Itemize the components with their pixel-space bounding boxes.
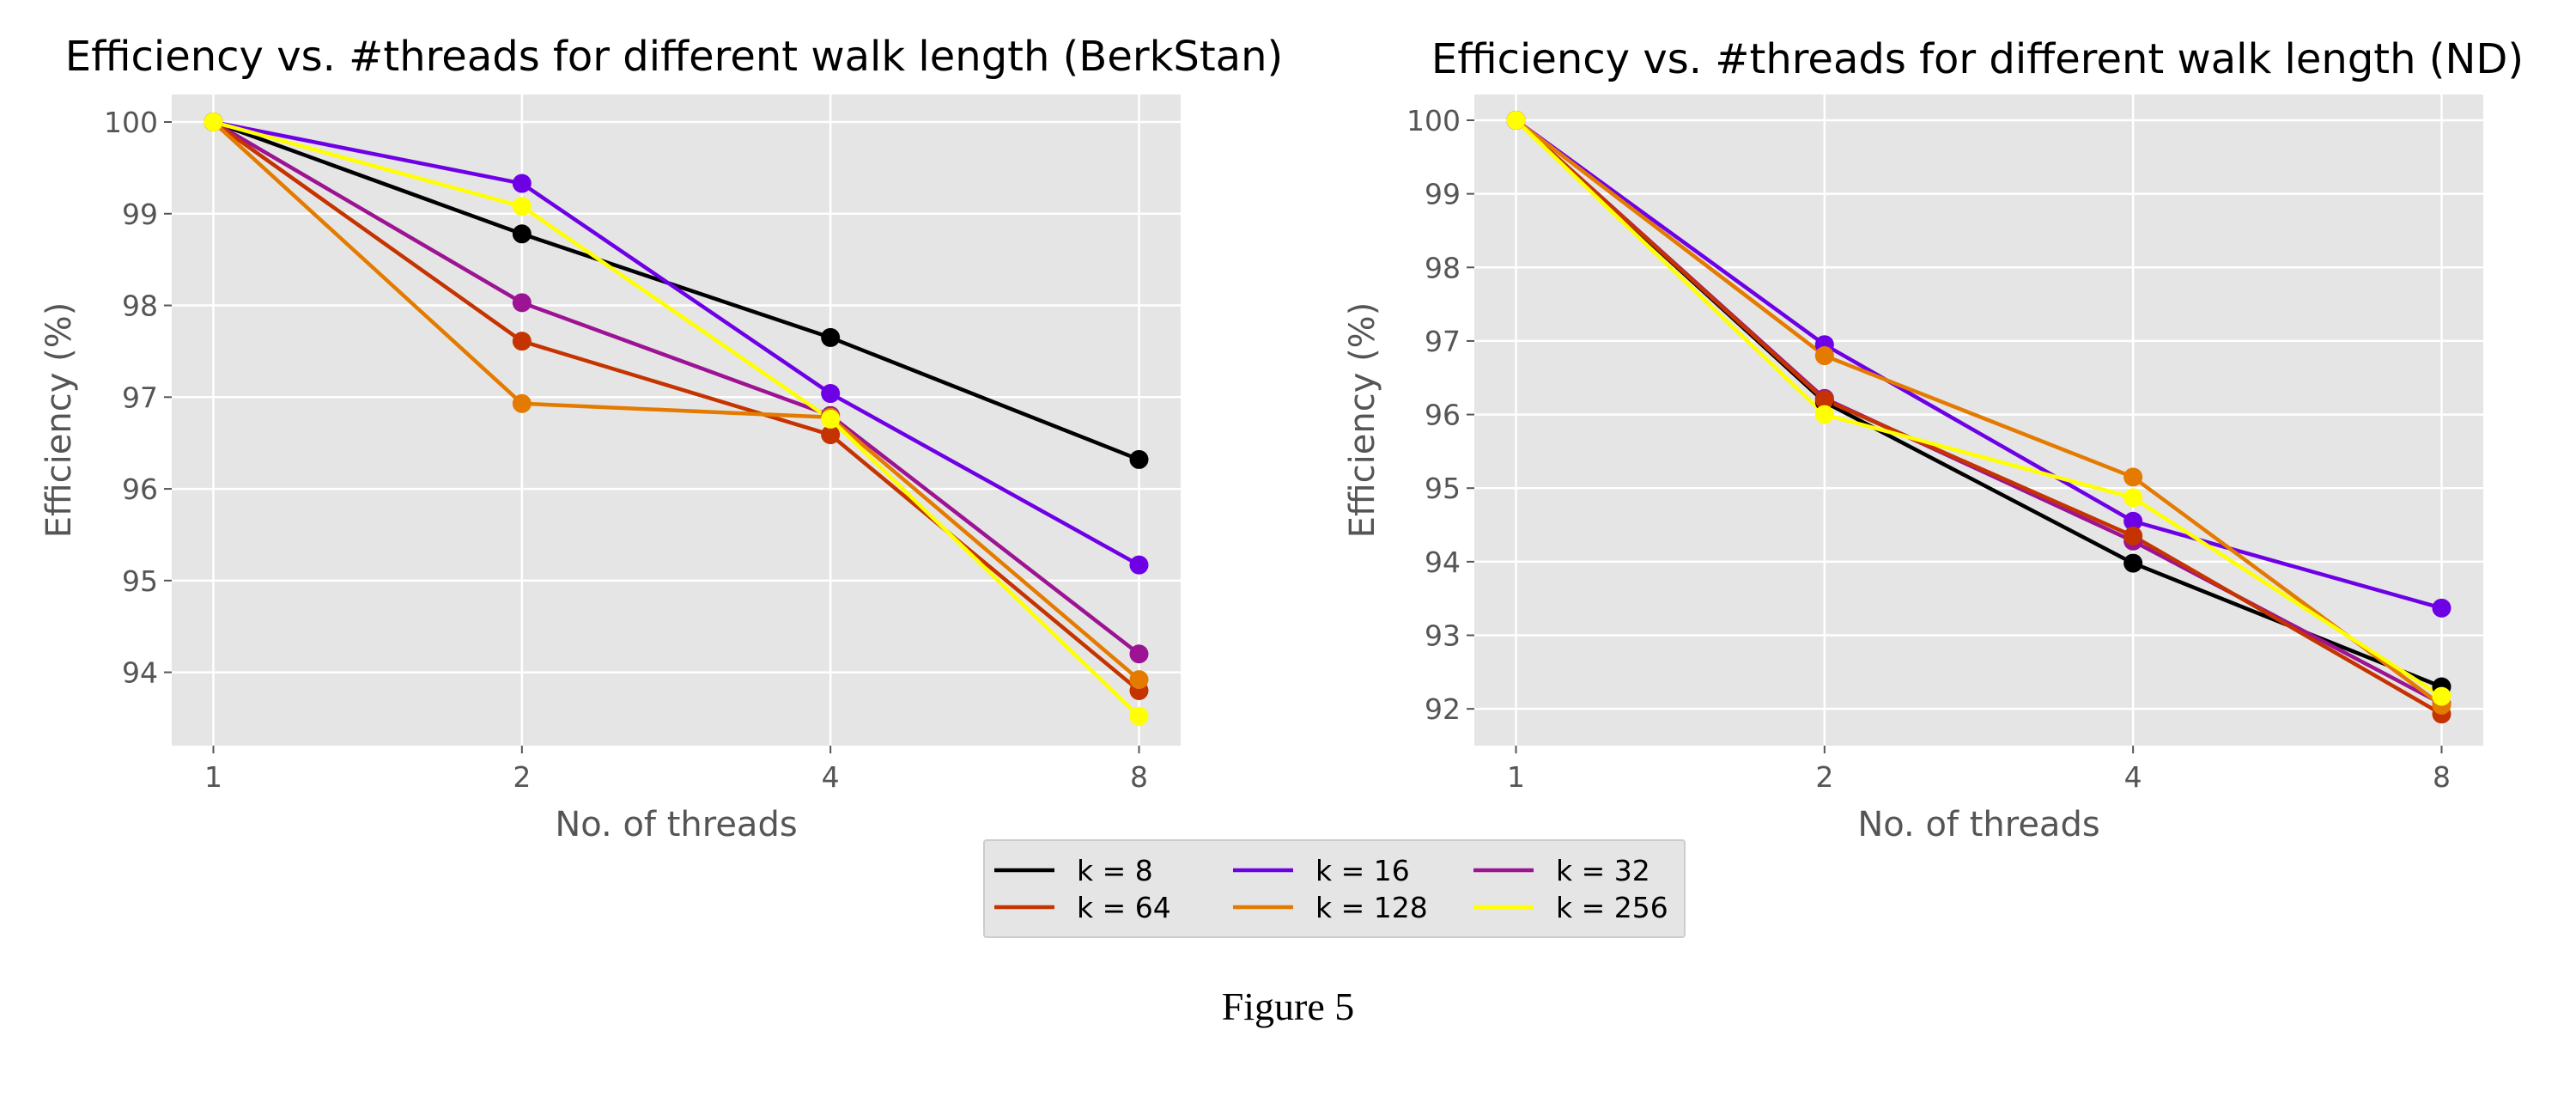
series-k-16-point [2432, 598, 2451, 618]
series-k-64-point [512, 332, 532, 351]
series-k-64-point [2123, 526, 2143, 545]
series-k-32-point [512, 293, 532, 313]
x-axis-label: No. of threads [1857, 805, 2099, 844]
chart-title: Efficiency vs. #threads for different wa… [65, 33, 1283, 81]
plot-area [172, 94, 1181, 746]
y-tick-label: 94 [1425, 545, 1461, 579]
series-k-256-line [1514, 119, 2443, 698]
series-k-16-point [512, 174, 532, 193]
legend-item-k-8: k = 8 [994, 854, 1153, 887]
y-tick-label: 95 [1425, 472, 1461, 505]
legend-item-k-32-label: k = 32 [1556, 854, 1650, 887]
legend: k = 8 k = 16 k = 32 k = 64 k = 128 k = 256 [983, 839, 1686, 938]
series-k-32-line [212, 120, 1140, 656]
series-k-64-line [212, 120, 1140, 692]
series-k-8-point [821, 327, 841, 347]
series-k-64-line [1514, 119, 2443, 716]
legend-item-k-128: k = 128 [1233, 891, 1428, 924]
y-tick-label: 100 [104, 106, 158, 139]
legend-item-k-64-label: k = 64 [1077, 891, 1171, 924]
legend-item-k-16: k = 16 [1233, 854, 1410, 887]
legend-item-k-16-label: k = 16 [1315, 854, 1410, 887]
series-k-256-point [512, 197, 532, 216]
series-k-128-point [512, 393, 532, 413]
y-tick-label: 92 [1425, 692, 1461, 726]
series-k-16-point [2123, 511, 2143, 531]
series-k-8-line [212, 119, 1140, 461]
series-k-8-point [512, 224, 532, 244]
y-tick-label: 97 [122, 381, 158, 414]
y-tick-label: 96 [1425, 399, 1461, 432]
series-k-8-point [2123, 553, 2143, 573]
series-k-256-point [2432, 686, 2451, 706]
series-k-128-line [211, 120, 1140, 681]
series-k-8-point [1129, 449, 1149, 469]
x-tick-label: 8 [1130, 760, 1148, 794]
x-tick-label: 8 [2433, 760, 2451, 794]
series-k-16-line [1515, 119, 2443, 611]
series-k-256-point [821, 409, 841, 429]
legend-item-k-8-label: k = 8 [1077, 854, 1153, 887]
chart-berkstan: 94 95 96 97 98 99 100 1 2 4 8 No. of threads Efficie… [39, 33, 1283, 844]
series-k-128-point [1814, 346, 1834, 366]
series-k-32-point [1129, 644, 1149, 664]
legend-item-k-256-label: k = 256 [1556, 891, 1668, 924]
legend-item-k-64: k = 64 [994, 891, 1171, 924]
x-axis-label: No. of threads [555, 805, 797, 844]
y-axis-label: Efficiency (%) [1343, 302, 1382, 539]
x-tick-label: 1 [204, 760, 222, 794]
series-k-16-point [821, 384, 841, 404]
y-tick-label: 99 [1425, 178, 1461, 211]
series-k-64-point [1814, 390, 1834, 410]
legend-item-k-128-label: k = 128 [1315, 891, 1428, 924]
x-tick-label: 2 [1815, 760, 1833, 794]
series-k-256-point [204, 113, 223, 132]
legend-box [983, 839, 1686, 938]
x-tick-label: 1 [1507, 760, 1525, 794]
series-k-128-point [2123, 467, 2143, 487]
x-tick-label: 4 [822, 760, 840, 794]
y-tick-label: 96 [122, 472, 158, 506]
x-tick-label: 4 [2124, 760, 2142, 794]
series-k-64-point [821, 425, 841, 445]
y-tick-label: 100 [1406, 104, 1461, 137]
chart-nd: 92 93 94 95 96 97 98 99 100 1 2 4 8 No. of threads Eff… [1343, 35, 2524, 844]
series-k-256-point [1814, 405, 1834, 424]
series-k-256-point [1506, 110, 1526, 130]
series-k-16-line [213, 119, 1140, 567]
legend-item-k-32: k = 32 [1473, 854, 1650, 887]
figure-caption: Figure 5 [1221, 984, 1355, 1028]
series-k-128-point [1129, 670, 1149, 690]
series-k-256-point [2123, 488, 2143, 508]
y-tick-label: 98 [1425, 251, 1461, 284]
y-tick-label: 99 [122, 198, 158, 231]
y-tick-label: 95 [122, 564, 158, 598]
x-tick-label: 2 [513, 760, 531, 794]
y-axis-label: Efficiency (%) [39, 302, 79, 539]
legend-item-k-256: k = 256 [1473, 891, 1668, 924]
y-tick-label: 98 [122, 289, 158, 323]
y-tick-label: 97 [1425, 325, 1461, 358]
y-tick-label: 94 [122, 656, 158, 690]
series-k-16-point [1129, 555, 1149, 575]
chart-title: Efficiency vs. #threads for different wa… [1431, 35, 2524, 83]
series-k-128-line [1515, 119, 2443, 707]
y-tick-label: 93 [1425, 619, 1461, 653]
series-k-256-point [1129, 706, 1149, 726]
series-k-256-line [212, 119, 1141, 718]
